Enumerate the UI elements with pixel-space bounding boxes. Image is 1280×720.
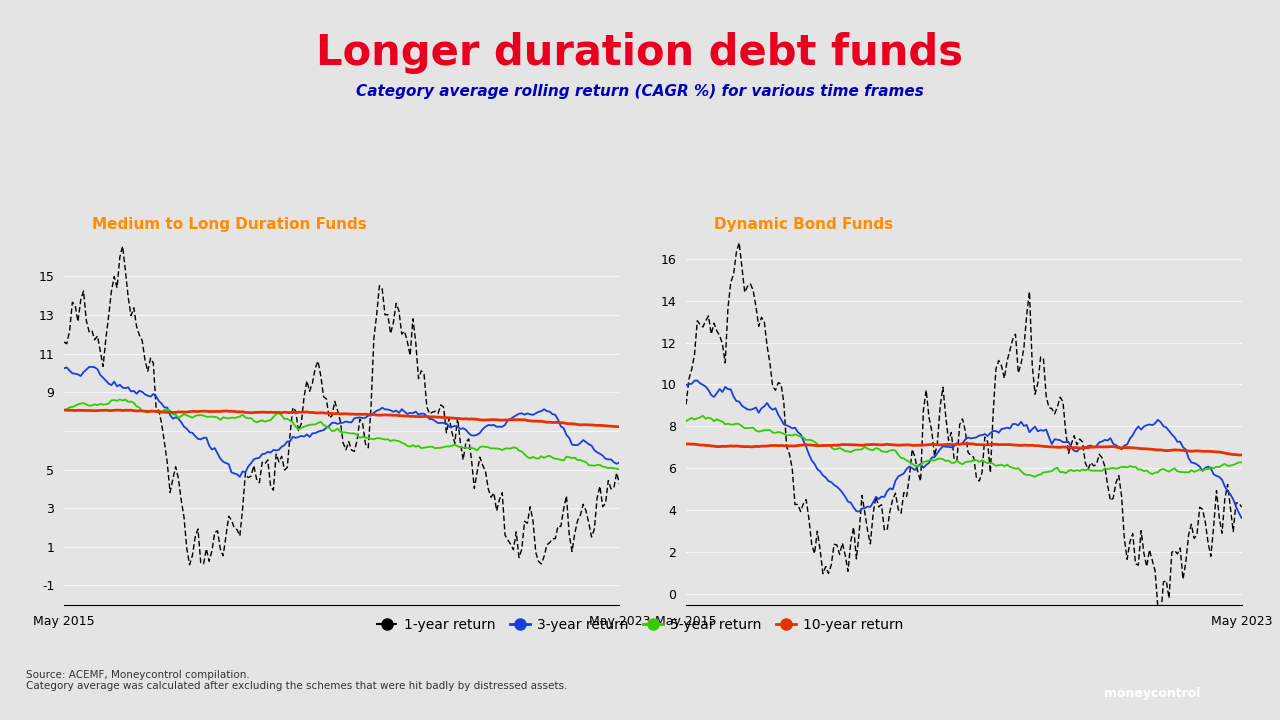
Text: Medium to Long Duration Funds: Medium to Long Duration Funds (92, 217, 366, 233)
Text: Dynamic Bond Funds: Dynamic Bond Funds (714, 217, 893, 233)
Text: Source: ACEMF, Moneycontrol compilation.
Category average was calculated after e: Source: ACEMF, Moneycontrol compilation.… (26, 670, 567, 691)
Text: Longer duration debt funds: Longer duration debt funds (316, 32, 964, 74)
Text: Category average rolling return (CAGR %) for various time frames: Category average rolling return (CAGR %)… (356, 84, 924, 99)
Legend: 1-year return, 3-year return, 5-year return, 10-year return: 1-year return, 3-year return, 5-year ret… (371, 612, 909, 637)
Text: moneycontrol: moneycontrol (1103, 686, 1201, 700)
